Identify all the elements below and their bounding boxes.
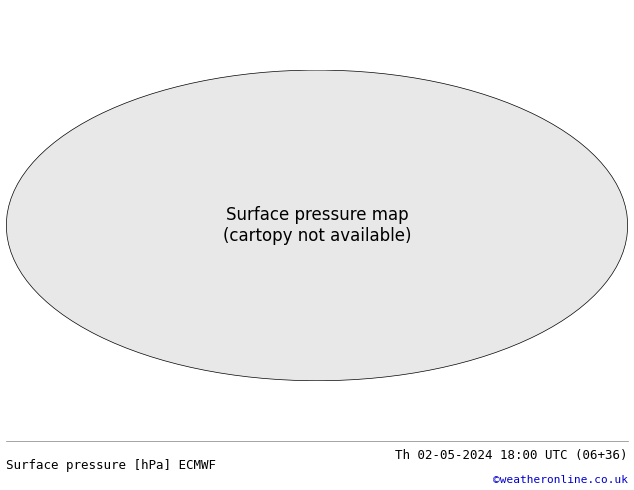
Text: Surface pressure map
(cartopy not available): Surface pressure map (cartopy not availa… — [223, 206, 411, 245]
Text: Surface pressure [hPa] ECMWF: Surface pressure [hPa] ECMWF — [6, 459, 216, 472]
Ellipse shape — [6, 70, 628, 381]
Text: Th 02-05-2024 18:00 UTC (06+36): Th 02-05-2024 18:00 UTC (06+36) — [395, 449, 628, 462]
Text: ©weatheronline.co.uk: ©weatheronline.co.uk — [493, 475, 628, 485]
